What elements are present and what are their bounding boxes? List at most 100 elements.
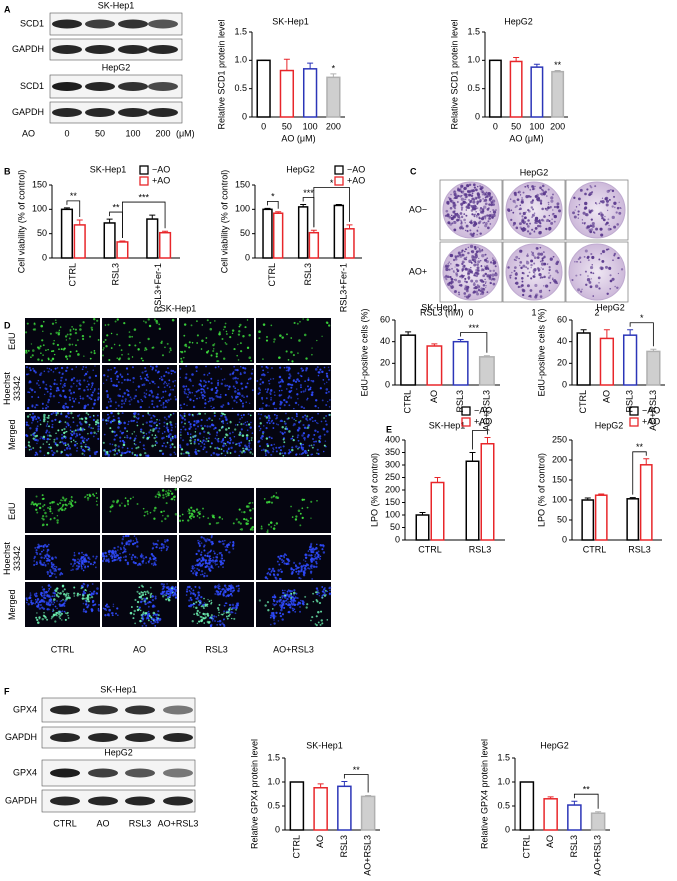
cell-dot (152, 611, 156, 615)
legend-swatch (334, 176, 344, 186)
cell-dot (165, 426, 169, 429)
colony-title: HepG2 (520, 167, 549, 177)
colony (521, 271, 524, 275)
cell-dot (316, 430, 319, 433)
cell-dot (108, 550, 110, 553)
cell-dot (89, 562, 93, 566)
cell-dot (44, 555, 47, 558)
cell-dot (98, 610, 100, 612)
cell-dot (314, 368, 318, 371)
cell-dot (63, 347, 66, 350)
cell-dot (68, 500, 71, 503)
cell-dot (73, 554, 76, 557)
cell-dot (32, 503, 35, 506)
colony (521, 219, 525, 224)
colony (611, 277, 615, 281)
cell-dot (106, 393, 109, 397)
cell-dot (150, 417, 153, 420)
cell-dot (314, 429, 317, 432)
cell-dot (304, 595, 307, 598)
cell-dot (290, 438, 292, 440)
cell-dot (249, 377, 252, 380)
cell-dot (321, 370, 324, 374)
colony (522, 227, 525, 230)
colony (489, 269, 492, 273)
cell-dot (140, 377, 143, 380)
cell-dot (238, 433, 241, 437)
cell-dot (270, 496, 273, 499)
cell-dot (58, 401, 60, 404)
cell-dot (214, 562, 217, 564)
cell-dot (162, 396, 165, 399)
cell-dot (51, 501, 54, 504)
cell-dot (217, 587, 220, 590)
bar (103, 222, 116, 259)
cell-dot (180, 360, 184, 363)
cell-dot (285, 599, 287, 602)
cell-dot (120, 451, 124, 455)
cell-dot (47, 414, 50, 417)
cell-dot (186, 443, 189, 446)
cell-dot (196, 334, 199, 337)
cell-dot (198, 397, 201, 399)
cell-dot (273, 407, 276, 410)
cell-dot (251, 502, 254, 504)
cell-dot (137, 385, 141, 388)
colony (597, 276, 601, 280)
cell-dot (312, 551, 315, 554)
cell-dot (40, 359, 44, 362)
cell-dot (310, 380, 312, 382)
cell-dot (246, 395, 249, 398)
cell-dot (260, 373, 264, 377)
cell-dot (196, 596, 199, 599)
cell-dot (136, 563, 140, 567)
cell-dot (135, 539, 138, 541)
cell-dot (33, 560, 35, 562)
cell-dot (128, 335, 132, 339)
cell-dot (39, 603, 42, 606)
protein-label: GAPDH (12, 44, 44, 54)
colony (512, 211, 515, 214)
x-tick-label: 100 (529, 121, 544, 131)
colony (509, 276, 512, 279)
cell-dot (242, 404, 244, 407)
cell-dot (297, 601, 300, 604)
cell-dot (116, 318, 119, 321)
cell-dot (219, 623, 222, 626)
colony (477, 285, 481, 289)
cell-dot (202, 507, 204, 510)
colony (491, 277, 495, 281)
cell-dot (33, 328, 37, 331)
cell-dot (56, 607, 58, 610)
cell-dot (143, 395, 146, 398)
cell-dot (233, 347, 236, 351)
cell-dot (46, 618, 49, 621)
cell-dot (317, 550, 320, 553)
cell-dot (284, 427, 287, 430)
colony (485, 281, 487, 283)
y-tick-label: 400 (385, 434, 400, 444)
cell-dot (282, 454, 285, 457)
cell-dot (231, 585, 234, 587)
cell-dot (80, 567, 84, 570)
cell-dot (50, 601, 53, 604)
cell-dot (64, 618, 67, 621)
blot-band (148, 82, 178, 91)
colony (484, 258, 487, 261)
cell-dot (71, 368, 74, 371)
significance-bracket (632, 451, 647, 495)
cell-dot (60, 612, 63, 615)
colony (472, 200, 476, 204)
cell-dot (199, 553, 203, 556)
cell-dot (222, 404, 225, 407)
cell-dot (65, 447, 69, 450)
colony (579, 261, 582, 263)
cell-dot (189, 436, 192, 439)
cell-dot (271, 595, 275, 599)
cell-dot (247, 448, 251, 452)
cell-dot (59, 394, 62, 397)
colony (539, 225, 542, 228)
cell-dot (124, 559, 127, 562)
cell-dot (165, 435, 168, 438)
colony (473, 282, 475, 284)
